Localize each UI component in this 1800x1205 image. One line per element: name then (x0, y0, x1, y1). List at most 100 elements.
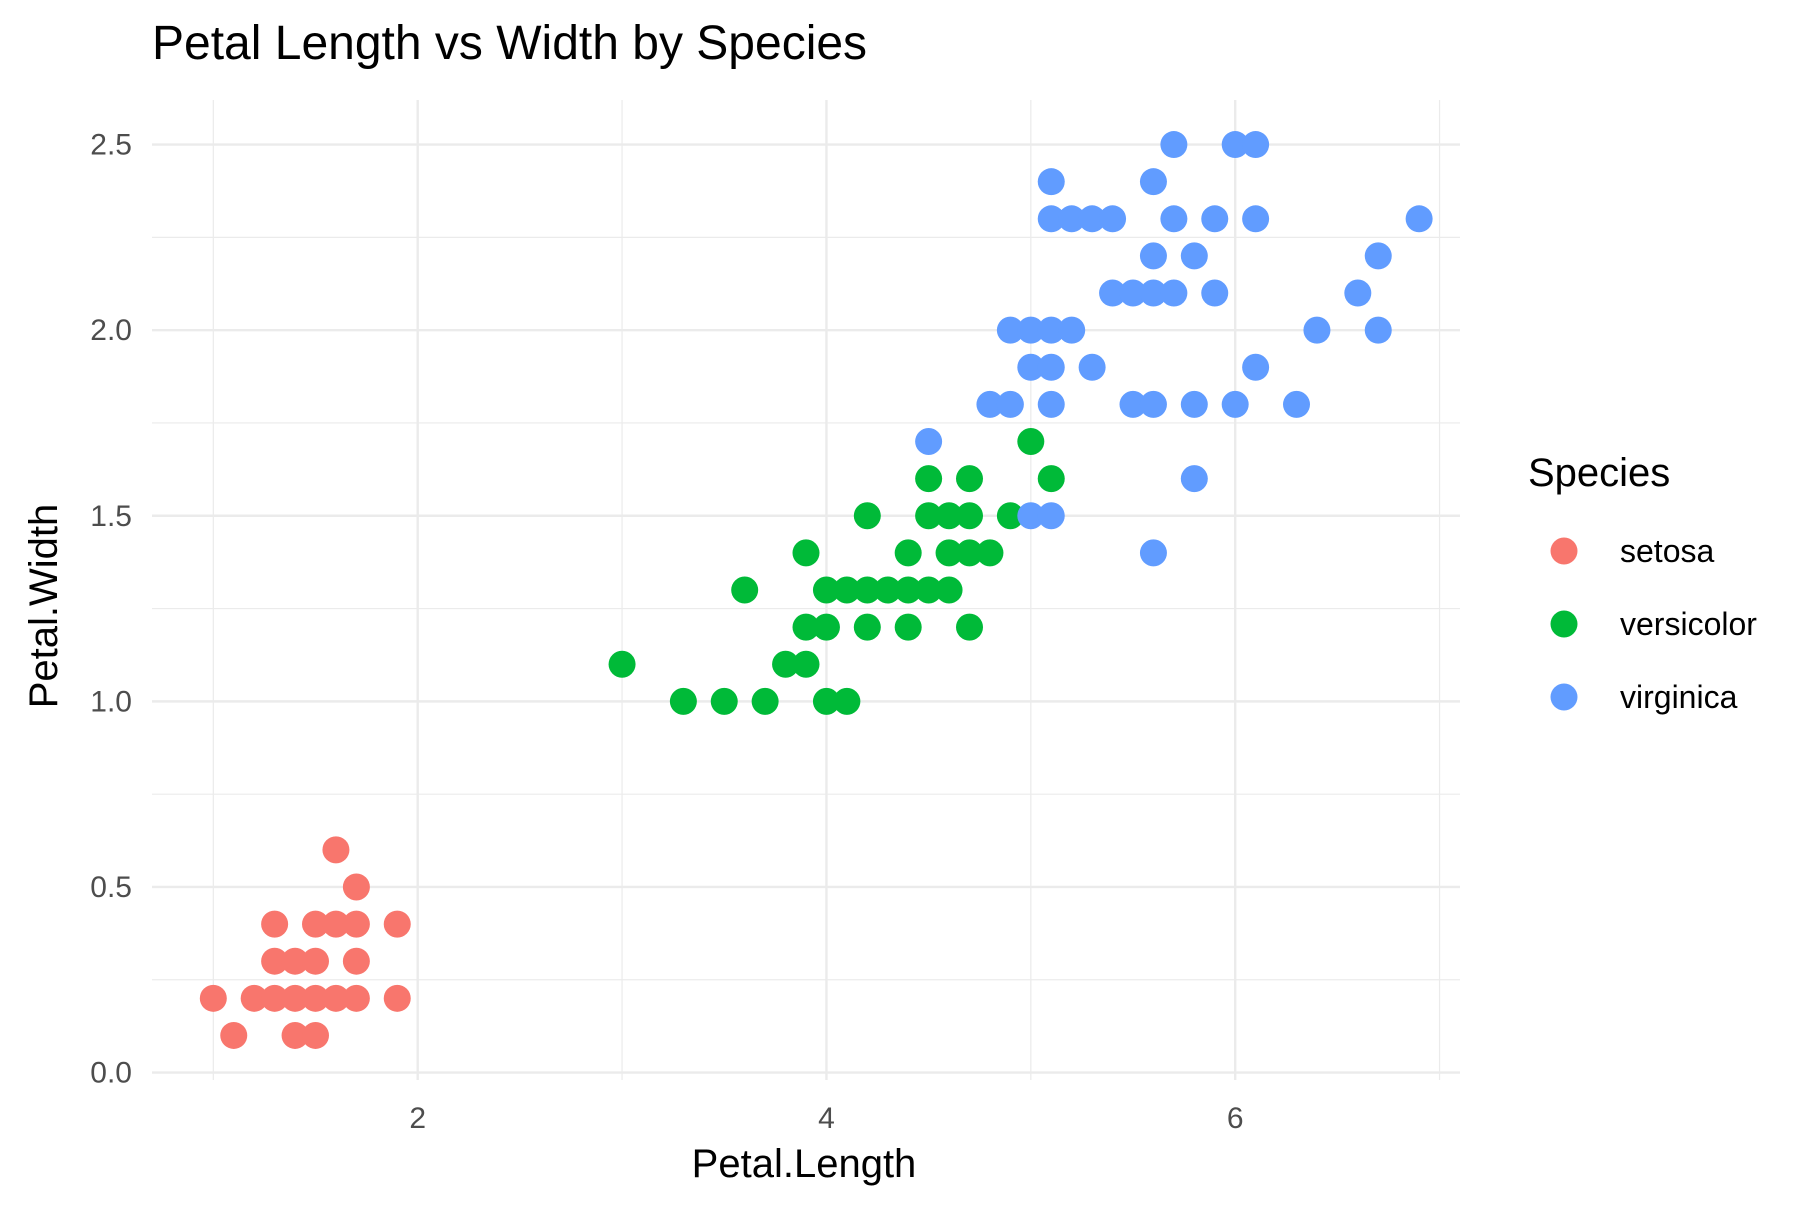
legend-label-versicolor: versicolor (1620, 606, 1757, 642)
data-point-versicolor (812, 576, 840, 604)
data-point-setosa (302, 947, 329, 975)
x-tick-label: 6 (1227, 1102, 1244, 1135)
data-point-virginica (1221, 390, 1249, 418)
data-point-setosa (342, 873, 370, 901)
data-point-virginica (996, 390, 1024, 418)
data-point-versicolor (772, 650, 800, 678)
data-point-versicolor (792, 539, 820, 567)
data-point-virginica (1139, 242, 1167, 270)
data-point-versicolor (853, 502, 881, 530)
data-point-virginica (1058, 205, 1086, 233)
chart-title: Petal Length vs Width by Species (152, 17, 867, 70)
data-point-virginica (976, 390, 1004, 418)
data-point-virginica (1078, 353, 1106, 381)
data-point-virginica (1099, 279, 1127, 307)
legend-label-virginica: virginica (1620, 679, 1738, 715)
data-point-virginica (1139, 390, 1167, 418)
legend-key-virginica (1550, 683, 1578, 711)
data-point-versicolor (874, 576, 902, 604)
y-axis-title: Petal.Width (22, 504, 66, 709)
data-point-virginica (1160, 279, 1188, 307)
data-point-setosa (322, 836, 350, 864)
data-point-virginica (1037, 316, 1065, 344)
data-point-versicolor (915, 576, 943, 604)
data-point-virginica (1364, 242, 1392, 270)
data-point-versicolor (710, 687, 738, 715)
legend-key-versicolor (1550, 610, 1578, 638)
data-point-setosa (383, 910, 411, 938)
data-point-virginica (915, 428, 943, 456)
data-point-setosa (220, 1021, 248, 1049)
data-point-versicolor (894, 576, 922, 604)
data-point-versicolor (976, 539, 1004, 567)
data-point-setosa (199, 984, 227, 1012)
series-setosa (199, 836, 411, 1049)
data-point-versicolor (935, 539, 963, 567)
data-point-virginica (1344, 279, 1372, 307)
data-point-versicolor (996, 502, 1024, 530)
data-point-virginica (1303, 316, 1331, 344)
data-point-setosa (261, 947, 289, 975)
data-point-versicolor (915, 502, 943, 530)
data-point-setosa (261, 984, 289, 1012)
legend-key-setosa (1550, 537, 1578, 565)
data-point-virginica (1180, 465, 1208, 493)
data-point-setosa (342, 947, 370, 975)
data-point-virginica (1180, 242, 1208, 270)
data-point-virginica (1405, 205, 1433, 233)
data-point-versicolor (956, 613, 983, 641)
data-point-virginica (1221, 131, 1249, 159)
data-points (199, 131, 1433, 1049)
data-point-setosa (302, 1021, 329, 1049)
data-point-setosa (383, 984, 411, 1012)
series-versicolor (608, 428, 1065, 715)
data-point-virginica (1160, 131, 1188, 159)
data-point-versicolor (956, 502, 983, 530)
data-point-versicolor (935, 502, 963, 530)
data-point-virginica (1201, 279, 1229, 307)
data-point-versicolor (956, 465, 983, 493)
data-point-virginica (1139, 279, 1167, 307)
y-tick-label: 0.5 (90, 871, 132, 904)
data-point-virginica (1242, 205, 1270, 233)
data-point-virginica (996, 316, 1024, 344)
legend-label-setosa: setosa (1620, 533, 1714, 569)
x-tick-label: 2 (409, 1102, 426, 1135)
legend-items: setosa versicolor virginica (1550, 533, 1757, 715)
x-tick-label: 4 (818, 1102, 835, 1135)
y-tick-label: 1.5 (90, 500, 132, 533)
data-point-versicolor (751, 687, 779, 715)
data-point-versicolor (792, 613, 820, 641)
data-point-setosa (261, 910, 289, 938)
data-point-virginica (1242, 131, 1270, 159)
data-point-setosa (281, 984, 309, 1012)
data-point-virginica (1160, 205, 1188, 233)
y-tick-label: 2.0 (90, 314, 132, 347)
data-point-virginica (1037, 353, 1065, 381)
data-point-virginica (1037, 168, 1065, 196)
data-point-virginica (1037, 502, 1065, 530)
data-point-virginica (1364, 316, 1392, 344)
grid-lines (152, 100, 1460, 1080)
data-point-versicolor (731, 576, 759, 604)
data-point-virginica (1119, 390, 1147, 418)
data-point-versicolor (1017, 428, 1045, 456)
data-point-setosa (342, 910, 370, 938)
data-point-virginica (1017, 316, 1045, 344)
data-point-versicolor (812, 687, 840, 715)
y-tick-label: 2.5 (90, 129, 132, 162)
data-point-versicolor (608, 650, 636, 678)
data-point-setosa (240, 984, 268, 1012)
data-point-versicolor (853, 613, 881, 641)
x-axis-title: Petal.Length (692, 1142, 917, 1186)
data-point-versicolor (853, 576, 881, 604)
legend: Species setosa versicolor virginica (1528, 451, 1757, 715)
data-point-virginica (1099, 205, 1127, 233)
data-point-versicolor (1037, 465, 1065, 493)
data-point-virginica (1180, 390, 1208, 418)
data-point-setosa (302, 910, 329, 938)
data-point-versicolor (669, 687, 697, 715)
data-point-setosa (281, 947, 309, 975)
data-point-versicolor (894, 539, 922, 567)
